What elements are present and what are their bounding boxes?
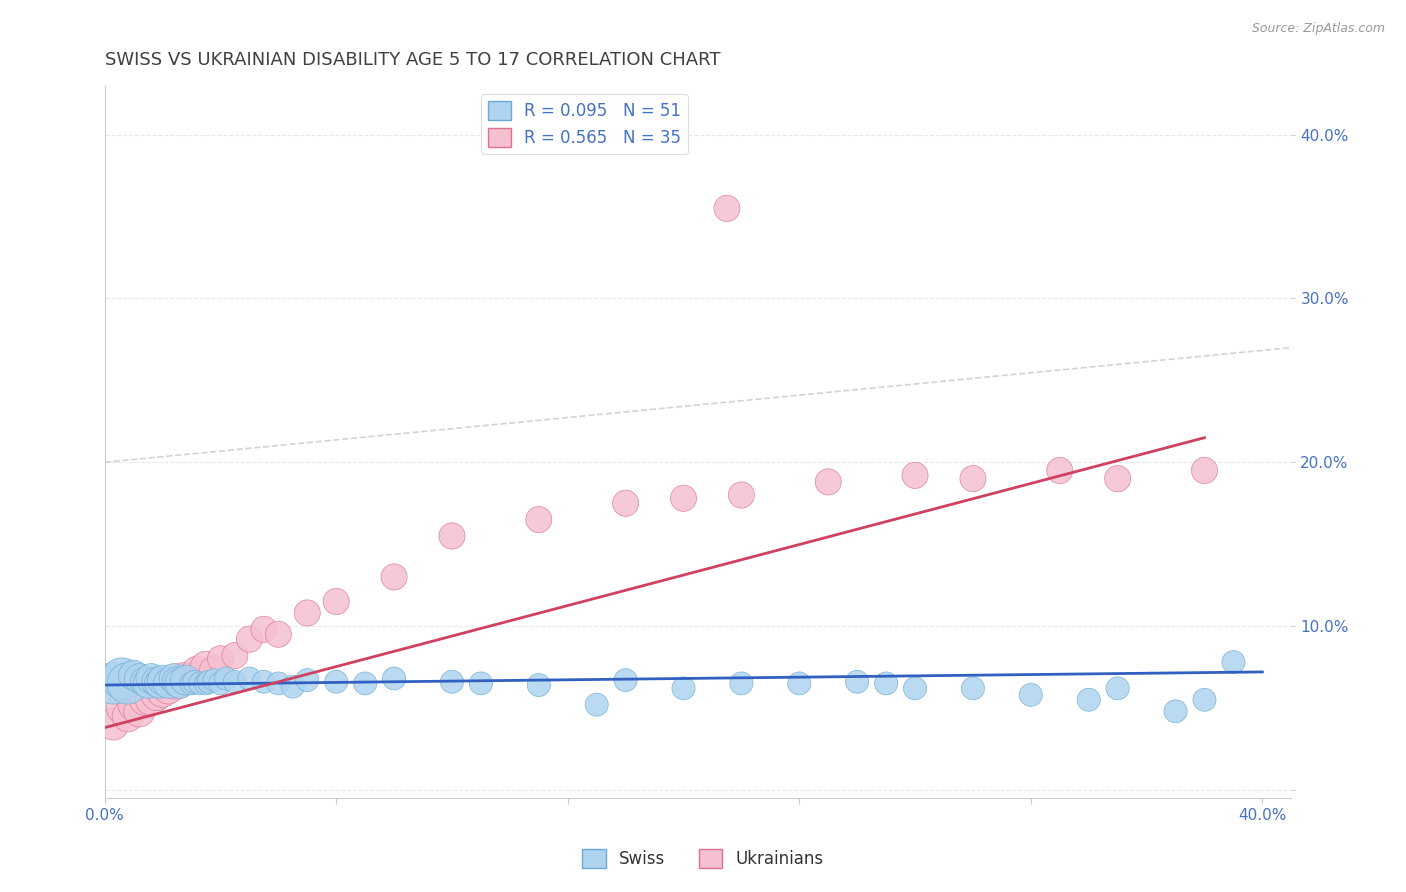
Ellipse shape [585,693,609,716]
Ellipse shape [118,660,149,690]
Ellipse shape [527,673,550,697]
Ellipse shape [671,485,696,511]
Ellipse shape [1105,466,1130,491]
Ellipse shape [1222,650,1244,673]
Ellipse shape [118,689,149,721]
Ellipse shape [135,684,166,715]
Ellipse shape [904,677,927,700]
Ellipse shape [294,599,321,626]
Ellipse shape [613,490,638,516]
Ellipse shape [266,621,291,648]
Ellipse shape [962,677,984,700]
Ellipse shape [1107,677,1129,700]
Ellipse shape [1191,458,1218,483]
Ellipse shape [1192,689,1216,711]
Ellipse shape [728,482,755,508]
Ellipse shape [98,708,129,740]
Ellipse shape [129,684,160,715]
Legend: R = 0.095   N = 51, R = 0.565   N = 35: R = 0.095 N = 51, R = 0.565 N = 35 [481,94,688,154]
Ellipse shape [162,667,193,697]
Ellipse shape [353,672,377,695]
Ellipse shape [672,677,695,700]
Ellipse shape [250,616,277,642]
Ellipse shape [101,657,143,699]
Ellipse shape [252,670,276,693]
Ellipse shape [153,668,183,698]
Text: SWISS VS UKRAINIAN DISABILITY AGE 5 TO 17 CORRELATION CHART: SWISS VS UKRAINIAN DISABILITY AGE 5 TO 1… [104,51,720,69]
Ellipse shape [159,664,190,693]
Ellipse shape [131,667,160,697]
Ellipse shape [224,670,246,693]
Ellipse shape [439,523,465,549]
Ellipse shape [215,667,238,690]
Ellipse shape [325,670,347,693]
Ellipse shape [1019,683,1042,706]
Ellipse shape [180,672,202,695]
Ellipse shape [153,673,184,704]
Ellipse shape [142,667,172,697]
Ellipse shape [165,668,195,698]
Ellipse shape [323,589,349,615]
Ellipse shape [960,466,986,491]
Ellipse shape [194,672,218,695]
Ellipse shape [1046,458,1073,483]
Ellipse shape [470,672,492,695]
Ellipse shape [714,195,740,221]
Ellipse shape [209,672,232,695]
Ellipse shape [124,696,155,727]
Ellipse shape [526,507,551,533]
Ellipse shape [1077,689,1101,711]
Ellipse shape [124,664,155,693]
Ellipse shape [281,675,304,698]
Ellipse shape [614,669,637,691]
Ellipse shape [148,665,177,695]
Ellipse shape [181,657,212,688]
Ellipse shape [200,657,231,688]
Ellipse shape [148,676,179,707]
Legend: Swiss, Ukrainians: Swiss, Ukrainians [576,842,830,875]
Ellipse shape [93,663,134,704]
Ellipse shape [145,668,174,698]
Ellipse shape [141,679,173,711]
Ellipse shape [295,669,319,691]
Text: Source: ZipAtlas.com: Source: ZipAtlas.com [1251,22,1385,36]
Ellipse shape [107,663,149,704]
Ellipse shape [183,670,205,693]
Ellipse shape [197,670,221,693]
Ellipse shape [167,663,198,694]
Ellipse shape [170,665,201,695]
Ellipse shape [875,672,897,695]
Ellipse shape [188,672,212,695]
Ellipse shape [381,564,408,590]
Ellipse shape [236,626,263,652]
Ellipse shape [1164,700,1187,723]
Ellipse shape [190,651,222,682]
Ellipse shape [238,667,262,690]
Ellipse shape [112,700,143,732]
Ellipse shape [845,670,869,693]
Ellipse shape [162,668,193,699]
Ellipse shape [134,668,163,698]
Ellipse shape [136,664,166,693]
Ellipse shape [202,669,226,691]
Ellipse shape [440,670,464,693]
Ellipse shape [107,692,138,723]
Ellipse shape [815,469,841,495]
Ellipse shape [208,646,233,672]
Ellipse shape [222,642,247,669]
Ellipse shape [176,663,207,694]
Ellipse shape [903,462,928,489]
Ellipse shape [787,672,811,695]
Ellipse shape [382,667,406,690]
Ellipse shape [730,672,754,695]
Ellipse shape [267,672,290,695]
